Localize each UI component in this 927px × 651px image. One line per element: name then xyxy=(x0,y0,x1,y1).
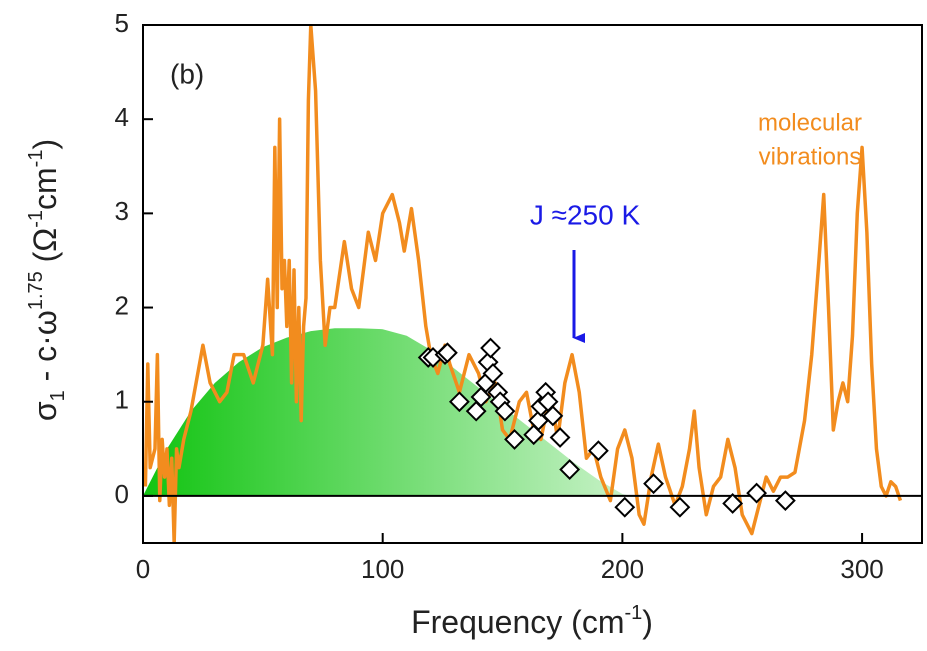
y-tick-label: 5 xyxy=(115,8,129,38)
label-part: Frequency (cm xyxy=(411,604,624,640)
label-part: ) xyxy=(27,139,63,150)
annotation: molecular xyxy=(758,109,862,136)
y-tick-label: 1 xyxy=(115,385,129,415)
annotation: vibrations xyxy=(759,143,862,170)
line xyxy=(143,25,903,543)
x-axis-label: Frequency (cm-1) xyxy=(411,602,653,640)
marker xyxy=(448,391,470,413)
label-part: ) xyxy=(642,604,653,640)
marker xyxy=(559,459,581,480)
marker xyxy=(494,400,516,422)
y-tick-label: 3 xyxy=(115,196,129,226)
marker xyxy=(504,428,525,450)
x-tick-label: 200 xyxy=(601,554,644,584)
marker xyxy=(482,363,504,384)
y-tick-label: 0 xyxy=(115,479,129,509)
label-part: -1 xyxy=(624,602,642,624)
area xyxy=(143,328,630,496)
marker xyxy=(549,427,571,448)
label-part: (Ω xyxy=(27,228,63,271)
marker xyxy=(436,342,458,364)
y-axis-label: σ1 - c·ω1.75 (Ω-1cm-1) xyxy=(25,139,69,421)
marker xyxy=(722,493,744,514)
marker xyxy=(774,490,796,512)
x-tick-label: 300 xyxy=(840,554,883,584)
label-part: cm xyxy=(27,167,63,210)
x-tick-label: 100 xyxy=(361,554,404,584)
y-tick-label: 4 xyxy=(115,102,129,132)
marker xyxy=(542,405,564,427)
x-tick-label: 0 xyxy=(136,554,150,584)
label-part: -1 xyxy=(25,210,47,228)
marker xyxy=(588,440,609,462)
marker xyxy=(643,473,664,495)
label-part: σ xyxy=(27,401,63,421)
marker xyxy=(746,482,768,504)
label-part: - c·ω xyxy=(27,310,63,390)
marker xyxy=(480,337,501,359)
marker xyxy=(614,496,636,518)
plot-area xyxy=(143,25,922,543)
panel-label: (b) xyxy=(170,58,204,89)
label-part: 1 xyxy=(47,390,69,401)
marker xyxy=(470,386,492,408)
frame xyxy=(142,24,923,544)
marker xyxy=(669,496,691,518)
y-tick-label: 2 xyxy=(115,290,129,320)
annotation: J ≈250 K xyxy=(530,199,641,230)
marker xyxy=(465,400,487,422)
label-part: -1 xyxy=(25,150,47,168)
label-part: 1.75 xyxy=(25,271,47,310)
